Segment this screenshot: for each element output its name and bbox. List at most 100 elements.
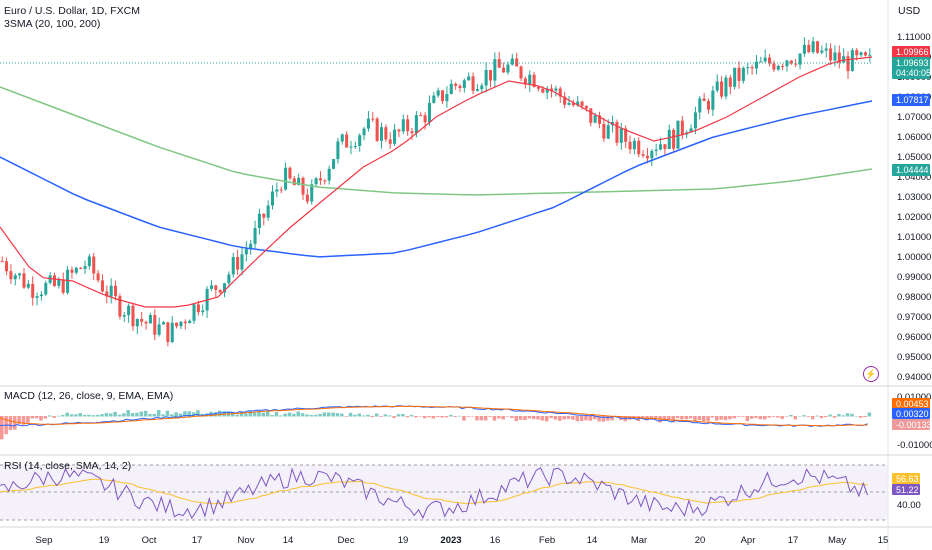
macd-hist-bar — [745, 416, 750, 422]
macd-hist-bar — [545, 416, 549, 422]
macd-hist-bar — [858, 416, 863, 418]
time-axis-tick: 16 — [490, 535, 501, 546]
macd-hist-bar — [588, 416, 593, 421]
candle-body — [532, 74, 536, 87]
candle-body — [497, 59, 501, 68]
macd-hist-bar — [815, 415, 819, 417]
macd-hist-bar — [8, 416, 13, 430]
macd-hist-bar — [749, 416, 754, 419]
macd-hist-bar — [470, 416, 475, 417]
rsi-indicator-label[interactable]: RSI (14, close, SMA, 14, 2) — [4, 460, 132, 472]
candle-body — [445, 93, 449, 102]
candle-body — [31, 283, 35, 298]
macd-hist-bar — [74, 414, 78, 417]
candle-body — [632, 140, 636, 150]
macd-hist-bar — [287, 412, 292, 417]
macd-hist-bar — [701, 416, 706, 422]
macd-hist-bar — [78, 413, 82, 417]
macd-hist-bar — [117, 414, 122, 417]
macd-hist-bar — [161, 414, 165, 417]
candle-body — [148, 315, 152, 324]
macd-hist-bar — [510, 416, 514, 418]
candle-body — [597, 115, 602, 124]
candle-body — [401, 119, 405, 132]
macd-indicator-label[interactable]: MACD (12, 26, close, 9, EMA, EMA) — [4, 390, 174, 402]
macd-hist-bar — [797, 415, 802, 417]
macd-hist-bar — [130, 413, 135, 417]
candle-body — [842, 56, 846, 63]
candle-body — [275, 189, 279, 192]
macd-hist-bar — [418, 416, 423, 417]
sma-indicator-label[interactable]: 3SMA (20, 100, 200) — [4, 18, 101, 30]
macd-hist-bar — [43, 416, 48, 419]
candle-body — [218, 289, 222, 293]
candle-body — [475, 89, 479, 91]
candle-body — [859, 52, 863, 56]
candle-body — [837, 52, 841, 63]
candle-body — [201, 310, 205, 313]
candle-body — [763, 57, 767, 62]
macd-hist-bar — [449, 414, 453, 417]
candle-body — [593, 115, 597, 123]
macd-hist-bar — [475, 416, 479, 421]
macd-tag — [892, 398, 930, 409]
macd-hist-bar — [148, 413, 152, 417]
candle-body — [118, 296, 122, 317]
macd-hist-bar — [348, 412, 353, 417]
candle-body — [131, 305, 135, 327]
price-axis-tick: 1.07000 — [897, 112, 931, 123]
symbol-title[interactable]: Euro / U.S. Dollar, 1D, FXCM — [4, 5, 140, 17]
macd-hist-bar — [440, 416, 444, 418]
lightning-icon[interactable]: ⚡ — [863, 366, 879, 382]
macd-hist-bar — [56, 415, 61, 417]
price-axis-tick: 0.97000 — [897, 312, 931, 323]
macd-hist-bar — [667, 416, 671, 420]
macd-hist-bar — [715, 416, 719, 421]
macd-hist-bar — [422, 416, 427, 419]
macd-hist-bar — [34, 416, 39, 419]
candle-body — [602, 123, 606, 139]
macd-hist-bar — [841, 415, 845, 417]
candle-body — [628, 141, 632, 150]
macd-hist-bar — [553, 416, 558, 420]
time-axis-tick: 20 — [695, 535, 706, 546]
macd-hist-bar — [610, 416, 614, 421]
candle-body — [9, 271, 13, 280]
price-tag — [892, 164, 930, 176]
macd-hist-bar — [235, 414, 239, 417]
currency-label: USD — [898, 5, 921, 17]
candle-body — [510, 58, 514, 65]
candle-body — [659, 144, 663, 150]
candle-body — [231, 257, 235, 275]
candle-body — [345, 134, 349, 148]
candle-body — [266, 205, 270, 218]
candle-body — [314, 178, 318, 185]
candle-body — [170, 322, 174, 343]
candles-layer — [0, 37, 872, 347]
candle-body — [166, 322, 170, 343]
macd-hist-bar — [540, 416, 545, 421]
sma100-line — [0, 100, 873, 258]
candle-body — [441, 90, 445, 102]
candle-body — [746, 67, 750, 69]
candle-body — [270, 191, 275, 206]
macd-hist-bar — [579, 416, 584, 421]
candle-body — [22, 273, 26, 288]
macd-hist-bar — [592, 416, 597, 420]
macd-hist-bar — [640, 416, 645, 418]
rsi-ma-line — [0, 478, 868, 505]
macd-hist-bar — [248, 410, 253, 417]
candle-body — [223, 283, 227, 293]
macd-hist-bar — [331, 412, 335, 417]
macd-hist-bar — [231, 411, 235, 417]
macd-hist-bar — [867, 412, 872, 417]
macd-hist-bar — [30, 416, 35, 419]
macd-hist-bar — [828, 414, 832, 417]
macd-hist-bar — [549, 416, 553, 419]
time-axis-tick: Sep — [36, 535, 53, 546]
macd-hist-bar — [675, 416, 680, 419]
candle-body — [340, 134, 344, 142]
candle-body — [423, 115, 427, 123]
candle-body — [157, 324, 161, 335]
